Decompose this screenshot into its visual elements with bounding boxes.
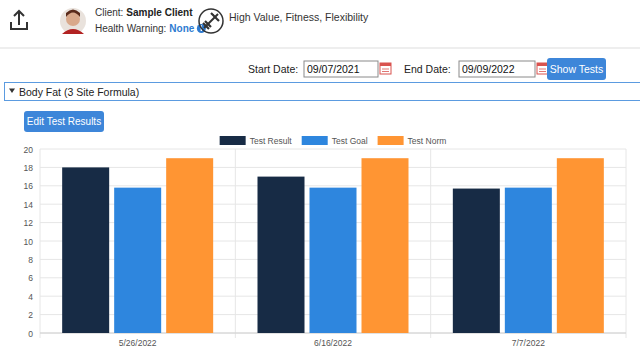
category-divider [430,149,431,338]
client-label: Client: [95,7,123,18]
client-tags: High Value, Fitness, Flexibility [229,11,369,23]
grid-line [40,185,626,186]
section-caret[interactable] [9,89,15,94]
legend-swatch [302,136,328,145]
category-divider [235,149,236,338]
dumbbell-weights [203,13,219,29]
calendar-body [380,63,391,74]
y-tick-label: 4 [28,292,33,302]
upload-icon[interactable] [11,11,27,29]
y-tick-label: 10 [24,237,34,247]
calendar-lines [382,69,389,72]
bar [62,167,109,333]
section-title[interactable]: Body Fat (3 Site Formula) [19,86,139,98]
legend: Test Result Test Goal Test Norm [220,136,447,146]
start-date-input[interactable] [304,61,378,77]
bar [258,177,305,333]
y-tick-label: 20 [24,145,34,155]
y-tick-label: 14 [24,200,34,210]
bar [453,189,500,333]
bar [557,158,604,333]
category-divider [626,149,627,338]
calendar-lines [539,69,546,72]
show-tests-label[interactable]: Show Tests [550,63,604,75]
y-tick-label: 8 [28,255,33,265]
avatar [60,8,86,34]
header-divider [0,48,640,49]
page: Client:Sample Client Health Warning:None H… [0,0,640,360]
goal-circle [199,9,223,33]
goal-icon [199,9,223,33]
start-date-calendar-icon[interactable] [380,63,391,74]
upload-arrow [14,11,24,25]
end-date-label: End Date: [404,63,451,75]
dumbbell-bar [204,14,218,28]
grid-line [40,149,626,150]
bar [505,188,552,333]
edit-results-button[interactable] [24,111,104,132]
start-date-label: Start Date: [248,63,298,75]
x-tick-label: 7/7/2022 [512,338,545,348]
client-name: Sample Client [126,7,193,18]
end-date-calendar-icon[interactable] [537,63,548,74]
bars [62,158,604,333]
x-tick-label: 6/16/2022 [314,338,352,348]
health-value[interactable]: None [169,23,194,34]
legend-swatch [220,136,246,145]
legend-swatch [378,136,404,145]
calendar-top [380,63,391,66]
start-date-value[interactable]: 09/07/2021 [307,63,360,75]
y-tick-label: 16 [24,181,34,191]
end-date-input[interactable] [459,61,535,77]
section-header[interactable] [5,83,640,101]
legend-label: Test Result [250,136,293,146]
y-tick-label: 2 [28,310,33,320]
bar [166,158,213,333]
bar [362,158,409,333]
x-tick-label: 5/26/2022 [119,338,157,348]
grid-line [40,167,626,168]
avatar-shirt [62,29,84,34]
show-tests-button[interactable] [547,58,606,80]
edit-results-label[interactable]: Edit Test Results [27,116,101,127]
end-date-value[interactable]: 09/09/2022 [462,63,515,75]
legend-label: Test Norm [408,136,447,146]
bar [310,188,357,333]
avatar-hair [66,10,80,18]
y-tick-label: 12 [24,218,34,228]
health-label: Health Warning: [95,23,166,34]
y-tick-label: 0 [28,329,33,339]
avatar-bg [60,8,86,34]
legend-label: Test Goal [332,136,368,146]
bar [114,188,161,333]
y-tick-label: 6 [28,273,33,283]
calendar-top [537,63,548,66]
category-divider [40,149,41,338]
y-tick-label: 18 [24,163,34,173]
calendar-body [537,63,548,74]
